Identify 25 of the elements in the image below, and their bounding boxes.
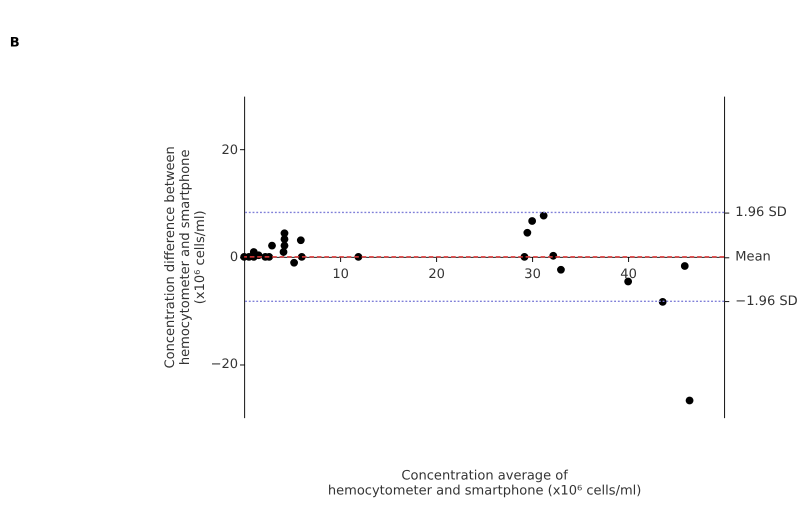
x-tick-label: 40 [620, 266, 637, 282]
point [280, 242, 288, 250]
x-tick-label: 20 [428, 266, 445, 282]
point [296, 236, 305, 244]
point [528, 217, 536, 225]
text: B [10, 36, 20, 51]
ref-line-label: 1.96 SD [735, 205, 787, 220]
point [280, 248, 288, 256]
y-tick-label: 20 [222, 142, 238, 158]
point [557, 266, 565, 274]
ref-line-label: −1.96 SD [735, 294, 798, 310]
x-axis-title: Concentration average of hemocytometer and smartphone (x10⁶ cells/ml) [328, 468, 642, 499]
point [290, 258, 298, 267]
point [523, 228, 532, 237]
point [540, 212, 548, 220]
ref-line-label: Mean [735, 250, 771, 265]
point [680, 262, 689, 270]
y-tick-label: −20 [210, 357, 238, 372]
y-axis-title: Concentration difference between hemocytometer and smartphone (x10⁶ cells/ml) [163, 146, 208, 368]
y-tick-label: 0 [230, 250, 238, 266]
point [280, 235, 288, 244]
x-tick-label: 30 [524, 266, 541, 282]
point [686, 396, 694, 404]
x-tick-label: 10 [332, 266, 349, 282]
point [268, 242, 276, 250]
